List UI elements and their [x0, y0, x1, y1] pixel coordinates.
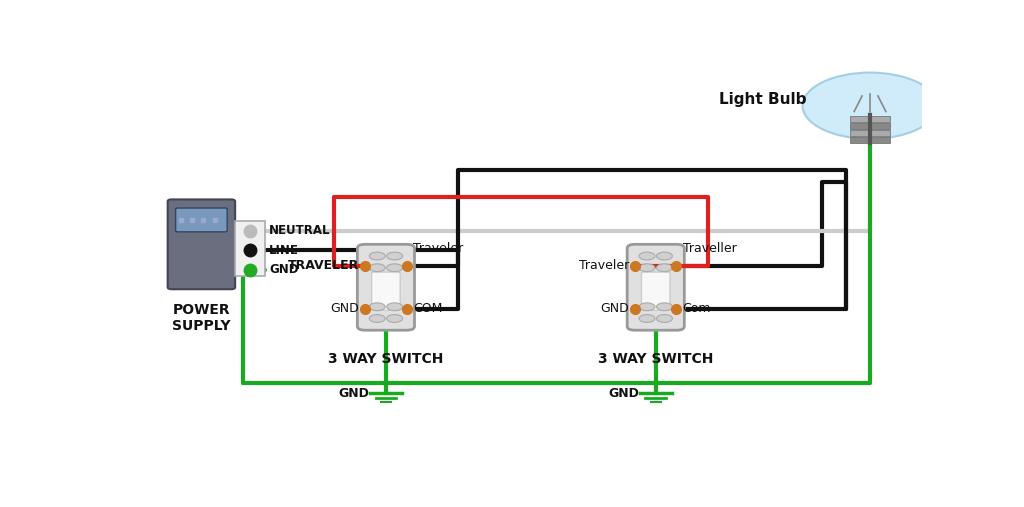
Text: Traveler: Traveler — [413, 242, 463, 255]
Bar — [236, 221, 265, 275]
Circle shape — [370, 314, 385, 322]
Text: Com: Com — [683, 302, 712, 315]
Circle shape — [639, 264, 655, 272]
Circle shape — [370, 252, 385, 260]
Text: 3 WAY SWITCH: 3 WAY SWITCH — [329, 352, 443, 366]
Text: 3 WAY SWITCH: 3 WAY SWITCH — [598, 352, 714, 366]
Text: LINE: LINE — [269, 244, 299, 257]
Text: NEUTRAL: NEUTRAL — [269, 224, 331, 237]
Circle shape — [639, 314, 655, 322]
Circle shape — [639, 252, 655, 260]
Circle shape — [387, 314, 402, 322]
Circle shape — [803, 73, 938, 139]
Text: GND: GND — [269, 263, 299, 276]
Text: GND: GND — [330, 302, 359, 315]
Circle shape — [656, 314, 673, 322]
Text: GND: GND — [608, 387, 639, 400]
Bar — [850, 116, 890, 122]
Text: GND: GND — [339, 387, 370, 400]
Text: GND: GND — [600, 302, 629, 315]
Text: POWER
SUPPLY: POWER SUPPLY — [172, 303, 230, 333]
FancyBboxPatch shape — [168, 199, 236, 289]
FancyBboxPatch shape — [176, 208, 227, 232]
Circle shape — [639, 303, 655, 311]
Bar — [850, 123, 890, 129]
Circle shape — [370, 264, 385, 272]
Bar — [850, 130, 890, 136]
FancyBboxPatch shape — [627, 244, 684, 330]
Circle shape — [370, 303, 385, 311]
Text: Traveller: Traveller — [683, 242, 736, 255]
Circle shape — [656, 303, 673, 311]
Text: TRAVELER: TRAVELER — [288, 259, 359, 272]
Text: Traveler: Traveler — [579, 259, 629, 272]
Text: Light Bulb: Light Bulb — [719, 92, 807, 107]
FancyBboxPatch shape — [372, 272, 400, 310]
Circle shape — [387, 303, 402, 311]
Circle shape — [656, 252, 673, 260]
FancyBboxPatch shape — [357, 244, 415, 330]
Bar — [850, 137, 890, 143]
Circle shape — [387, 264, 402, 272]
Text: COM: COM — [413, 302, 442, 315]
Circle shape — [656, 264, 673, 272]
Circle shape — [387, 252, 402, 260]
FancyBboxPatch shape — [641, 272, 670, 310]
